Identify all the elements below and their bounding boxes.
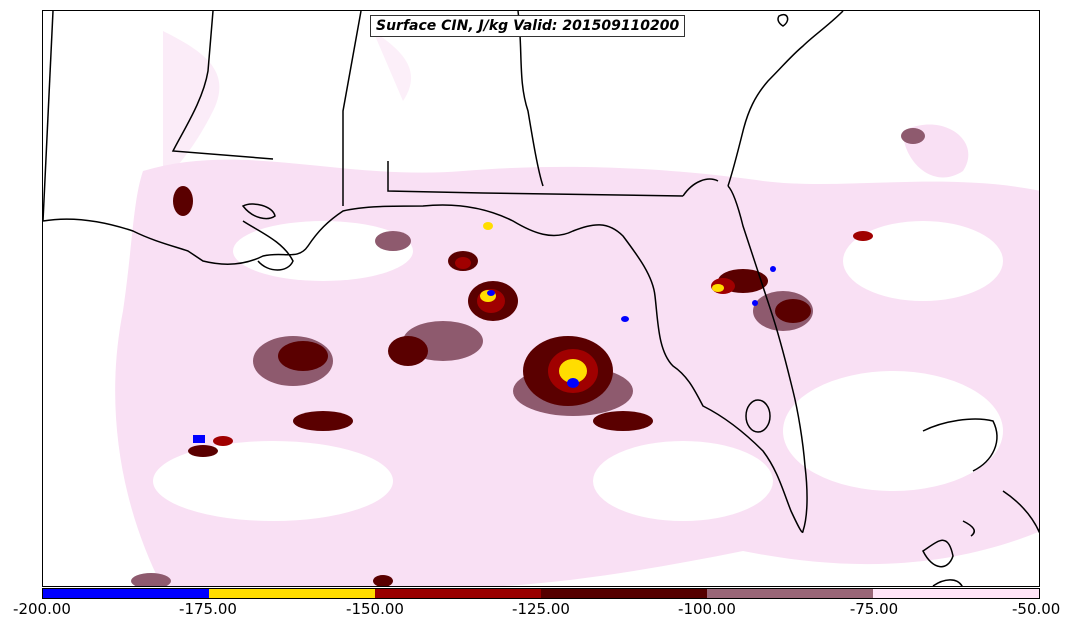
bahamas-coast-2: [1002, 490, 1039, 534]
colorbar-tick: -150.00: [346, 600, 404, 618]
colorbar-tick: -175.00: [179, 600, 237, 618]
state-line-ms: [171, 11, 274, 160]
colorbar: [42, 588, 1040, 599]
la-delta: [241, 203, 276, 220]
blue-patches: [193, 266, 776, 443]
map-title: Surface CIN, J/kg Valid: 201509110200: [370, 15, 686, 37]
colorbar-tick: -75.00: [849, 600, 899, 618]
clear-areas: [153, 221, 1003, 521]
map-frame: [42, 10, 1040, 587]
colorbar-segment: [541, 589, 707, 598]
island-east: [922, 539, 954, 568]
state-line-al-fl: [387, 161, 684, 197]
state-line-ga: [517, 11, 544, 187]
colorbar-tick: -125.00: [512, 600, 570, 618]
la-coast: [242, 220, 294, 271]
atlantic-coastline: [727, 11, 844, 187]
colorbar-tick: -100.00: [678, 600, 736, 618]
bahamas-coast: [922, 418, 998, 472]
colorbar-tick: -200.00: [13, 600, 71, 618]
colorbar-tick: -50.00: [1012, 600, 1061, 618]
colorbar-segment: [873, 589, 1039, 598]
state-line-la: [43, 11, 54, 222]
boundaries: [43, 11, 1039, 586]
lake-okeechobee: [745, 399, 771, 433]
island-south: [932, 579, 963, 586]
state-line-ms-al: [342, 11, 362, 206]
colorbar-segment: [707, 589, 873, 598]
island-top: [777, 14, 789, 27]
colorbar-segment: [209, 589, 375, 598]
state-line-ga-sc: [682, 178, 719, 197]
colorbar-segment: [43, 589, 209, 598]
maroon-patches: [173, 186, 811, 586]
gulf-coastline: [43, 185, 808, 533]
island-east-2: [962, 520, 975, 537]
cin-map: [43, 11, 1039, 586]
colorbar-segment: [375, 589, 541, 598]
